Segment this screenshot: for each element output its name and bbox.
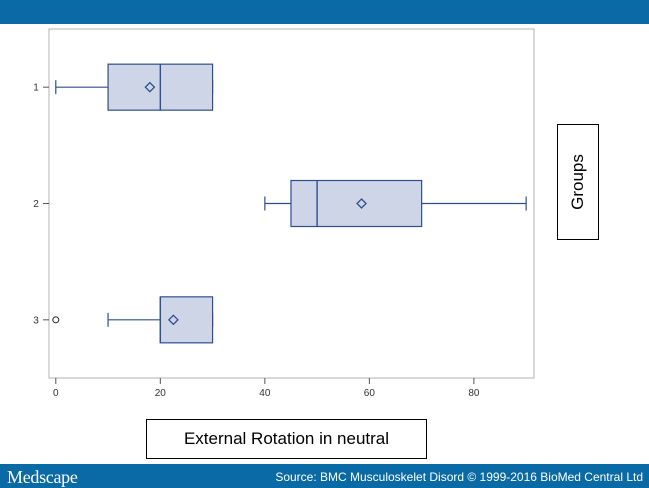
x-tick-label: 60 bbox=[364, 388, 376, 399]
source-credit: Source: BMC Musculoskelet Disord © 1999-… bbox=[275, 470, 643, 484]
mean-marker bbox=[167, 314, 179, 326]
mean-marker bbox=[356, 198, 367, 209]
x-tick-label: 40 bbox=[259, 388, 271, 399]
x-tick-label: 80 bbox=[468, 388, 480, 399]
x-axis-label: External Rotation in neutral bbox=[146, 419, 427, 459]
y-tick-label: 1 bbox=[33, 83, 39, 94]
y-tick-label: 2 bbox=[33, 199, 39, 210]
x-tick-label: 0 bbox=[53, 388, 59, 399]
mean-marker bbox=[144, 81, 156, 93]
outlier-point bbox=[52, 316, 60, 324]
y-axis-label: Groups bbox=[557, 124, 599, 240]
y-tick-label: 3 bbox=[33, 315, 39, 326]
footer-bar: Medscape Source: BMC Musculoskelet Disor… bbox=[0, 464, 649, 488]
header-bar bbox=[0, 0, 649, 24]
x-tick-label: 20 bbox=[155, 388, 167, 399]
medscape-logo: Medscape bbox=[7, 467, 78, 487]
